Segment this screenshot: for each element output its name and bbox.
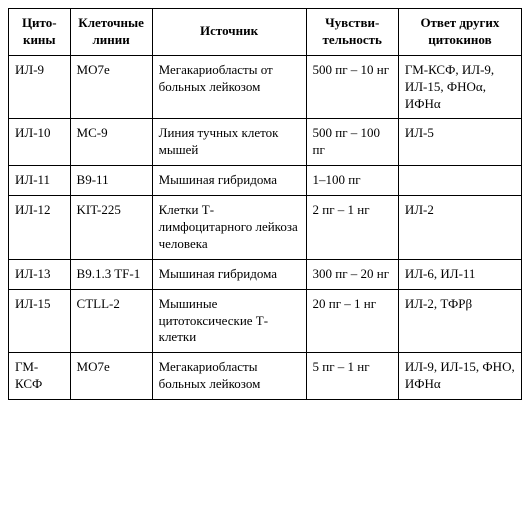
table-row: ГМ-КСФMO7eМегакариобласты больных лейкоз… <box>9 353 522 400</box>
cell-line: MO7e <box>70 55 152 119</box>
table-row: ИЛ-13B9.1.3 TF-1Мышиная гибридома300 пг … <box>9 259 522 289</box>
header-source: Источник <box>152 9 306 56</box>
cell-source: Мышиная гибридома <box>152 166 306 196</box>
cell-response: ИЛ-5 <box>398 119 521 166</box>
cell-cytokine: ИЛ-13 <box>9 259 71 289</box>
cell-cytokine: ИЛ-10 <box>9 119 71 166</box>
cell-line: B9-11 <box>70 166 152 196</box>
cell-source: Мышиная гибридома <box>152 259 306 289</box>
header-response: Ответ других цитокинов <box>398 9 521 56</box>
cell-line: MC-9 <box>70 119 152 166</box>
cell-source: Мегакариобласты от больных лейкозом <box>152 55 306 119</box>
cell-sensitivity: 500 пг – 10 нг <box>306 55 398 119</box>
table-row: ИЛ-11B9-11Мышиная гибридома1–100 пг <box>9 166 522 196</box>
cell-sensitivity: 5 пг – 1 нг <box>306 353 398 400</box>
header-row: Цито- кины Клеточные линии Источник Чувс… <box>9 9 522 56</box>
cell-sensitivity: 20 пг – 1 нг <box>306 289 398 353</box>
cell-response: ИЛ-6, ИЛ-11 <box>398 259 521 289</box>
cell-sensitivity: 300 пг – 20 нг <box>306 259 398 289</box>
cell-source: Мегакариобласты больных лейкозом <box>152 353 306 400</box>
header-cell-line: Клеточные линии <box>70 9 152 56</box>
cell-cytokine: ИЛ-12 <box>9 196 71 260</box>
cell-line: CTLL-2 <box>70 289 152 353</box>
table-row: ИЛ-9MO7eМегакариобласты от больных лейко… <box>9 55 522 119</box>
table-row: ИЛ-12KIT-225Клетки Т-лимфоцитарного лейк… <box>9 196 522 260</box>
cytokine-table: Цито- кины Клеточные линии Источник Чувс… <box>8 8 522 400</box>
table-body: ИЛ-9MO7eМегакариобласты от больных лейко… <box>9 55 522 399</box>
cell-sensitivity: 1–100 пг <box>306 166 398 196</box>
cell-line: KIT-225 <box>70 196 152 260</box>
table-row: ИЛ-10MC-9Линия тучных клеток мышей500 пг… <box>9 119 522 166</box>
cell-source: Клетки Т-лимфоцитарного лейкоза человека <box>152 196 306 260</box>
header-cytokine: Цито- кины <box>9 9 71 56</box>
cell-cytokine: ИЛ-15 <box>9 289 71 353</box>
cell-sensitivity: 2 пг – 1 нг <box>306 196 398 260</box>
cell-response: ГМ-КСФ, ИЛ-9, ИЛ-15, ФНОα, ИФНα <box>398 55 521 119</box>
cell-source: Мышиные цитотоксические Т-клетки <box>152 289 306 353</box>
cell-response <box>398 166 521 196</box>
cell-line: MO7e <box>70 353 152 400</box>
cell-response: ИЛ-2 <box>398 196 521 260</box>
cell-cytokine: ИЛ-11 <box>9 166 71 196</box>
table-row: ИЛ-15CTLL-2Мышиные цитотоксические Т-кле… <box>9 289 522 353</box>
cell-response: ИЛ-9, ИЛ-15, ФНО, ИФНα <box>398 353 521 400</box>
cell-response: ИЛ-2, ТФРβ <box>398 289 521 353</box>
cell-source: Линия тучных клеток мышей <box>152 119 306 166</box>
cell-cytokine: ГМ-КСФ <box>9 353 71 400</box>
cell-sensitivity: 500 пг – 100 пг <box>306 119 398 166</box>
header-sensitivity: Чувстви- тельность <box>306 9 398 56</box>
cell-cytokine: ИЛ-9 <box>9 55 71 119</box>
cell-line: B9.1.3 TF-1 <box>70 259 152 289</box>
